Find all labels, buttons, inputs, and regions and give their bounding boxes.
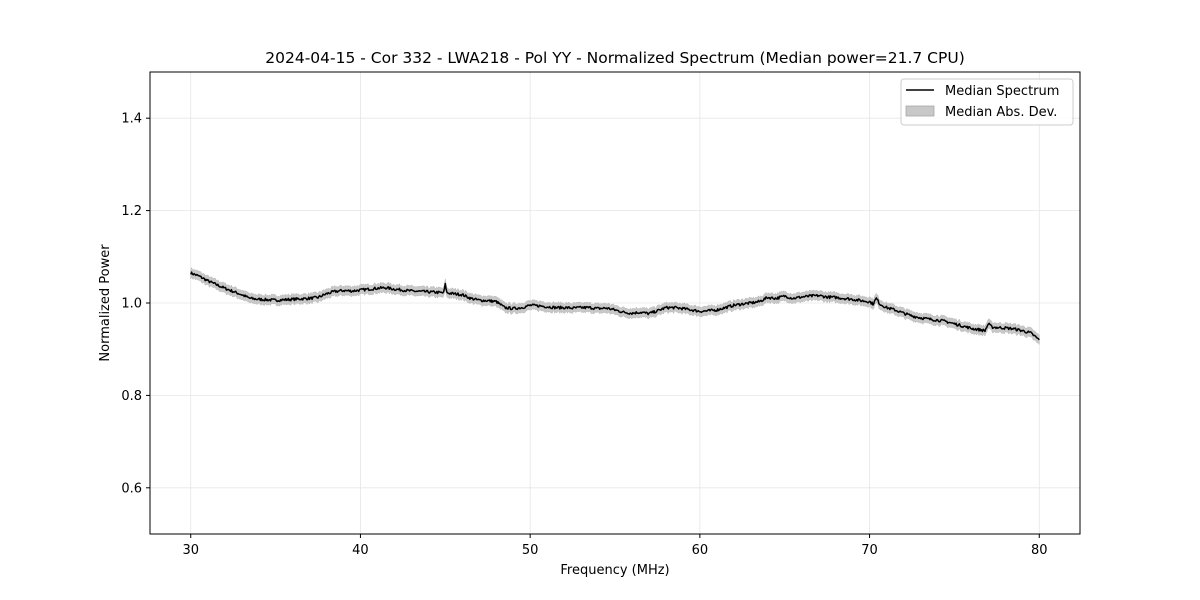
x-tick-label: 30 [182, 543, 199, 558]
x-tick-label: 80 [1031, 543, 1048, 558]
y-tick-label: 1.4 [121, 112, 142, 127]
legend: Median Spectrum Median Abs. Dev. [900, 78, 1074, 126]
y-axis-ticks: 0.6 0.8 1.0 1.2 1.4 [121, 112, 150, 496]
x-axis-label: Frequency (MHz) [560, 563, 669, 578]
y-tick-label: 1.0 [121, 297, 142, 312]
y-axis-label: Normalized Power [98, 244, 113, 362]
legend-label-median-abs-dev: Median Abs. Dev. [945, 105, 1057, 120]
x-tick-label: 60 [692, 543, 709, 558]
y-tick-label: 1.2 [121, 204, 142, 219]
legend-label-median-spectrum: Median Spectrum [945, 84, 1059, 99]
x-tick-label: 70 [861, 543, 878, 558]
y-tick-label: 0.6 [121, 481, 142, 496]
median-spectrum-line [190, 271, 1040, 341]
legend-box [900, 78, 1074, 126]
median-line-layer [190, 271, 1040, 341]
x-tick-label: 50 [522, 543, 539, 558]
median-abs-dev-band [190, 266, 1040, 346]
chart-title: 2024-04-15 - Cor 332 - LWA218 - Pol YY -… [265, 49, 965, 67]
legend-band-swatch [905, 105, 935, 117]
x-tick-label: 40 [352, 543, 369, 558]
x-axis-ticks: 30 40 50 60 70 80 [182, 534, 1048, 558]
y-tick-label: 0.8 [121, 389, 142, 404]
mad-band-layer [190, 266, 1040, 346]
